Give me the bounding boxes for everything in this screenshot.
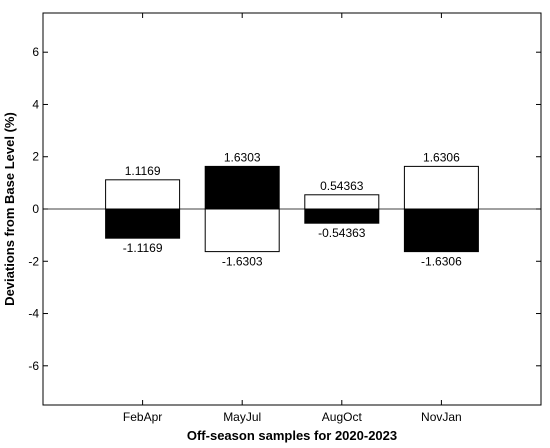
- x-tick-label: NovJan: [421, 410, 462, 424]
- x-tick-label: FebApr: [123, 410, 162, 424]
- data-label-negative: -0.54363: [318, 226, 366, 240]
- data-label-positive: 1.1169: [125, 164, 161, 178]
- data-label-positive: 0.54363: [320, 179, 364, 193]
- bar-negative-FebApr: [105, 208, 181, 239]
- y-axis-label: Deviations from Base Level (%): [2, 112, 17, 306]
- bar-positive-FebApr: [105, 179, 181, 210]
- bar-positive-AugOct: [304, 194, 380, 210]
- y-tick-label: 6: [32, 45, 39, 59]
- x-tick-label: AugOct: [322, 410, 363, 424]
- data-label-positive: 1.6306: [423, 150, 460, 164]
- y-tick-label: 2: [32, 150, 39, 164]
- bar-negative-NovJan: [403, 208, 479, 253]
- y-tick-label: -4: [28, 307, 39, 321]
- bar-positive-MayJul: [204, 165, 280, 210]
- data-label-positive: 1.6303: [224, 150, 261, 164]
- y-tick-label: 4: [32, 97, 39, 111]
- y-tick-label: -2: [28, 254, 39, 268]
- y-tick-label: -6: [28, 359, 39, 373]
- bar-negative-AugOct: [304, 208, 380, 224]
- data-label-negative: -1.1169: [123, 241, 163, 255]
- data-label-negative: -1.6306: [421, 255, 462, 269]
- y-tick-label: 0: [32, 202, 39, 216]
- x-axis-label: Off-season samples for 2020-2023: [187, 428, 397, 443]
- bar-negative-MayJul: [204, 208, 280, 253]
- x-tick-label: MayJul: [223, 410, 261, 424]
- data-label-negative: -1.6303: [222, 255, 263, 269]
- bar-positive-NovJan: [403, 165, 479, 210]
